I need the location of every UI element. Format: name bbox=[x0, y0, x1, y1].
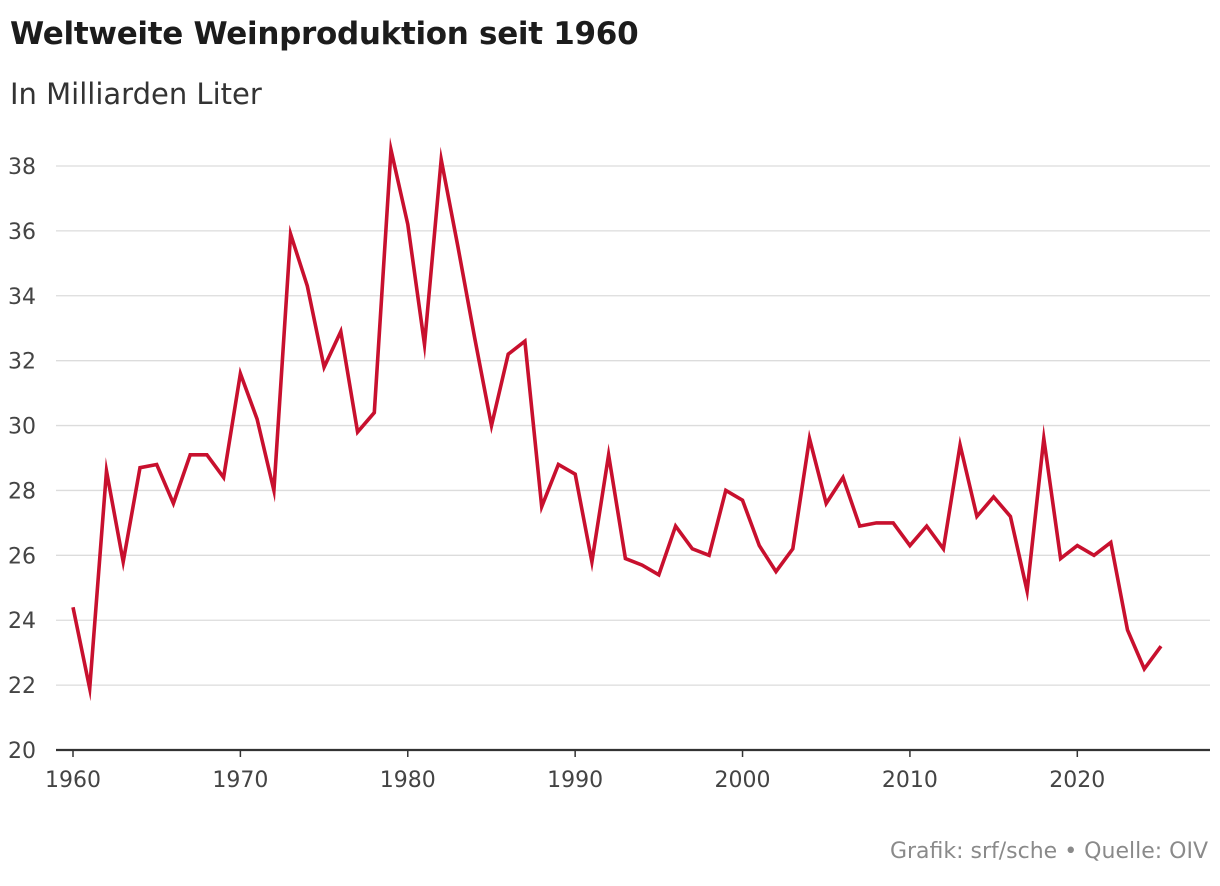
y-tick-label-38: 38 bbox=[8, 155, 36, 180]
x-tick-label-1990: 1990 bbox=[547, 768, 603, 793]
y-tick-label-26: 26 bbox=[8, 544, 36, 569]
y-tick-label-34: 34 bbox=[8, 285, 36, 310]
y-tick-label-32: 32 bbox=[8, 350, 36, 375]
x-tick-label-1970: 1970 bbox=[212, 768, 268, 793]
y-tick-label-22: 22 bbox=[8, 674, 36, 699]
x-tick-label-1980: 1980 bbox=[380, 768, 436, 793]
chart-title: Weltweite Weinproduktion seit 1960 bbox=[10, 16, 639, 52]
y-tick-label-36: 36 bbox=[8, 220, 36, 245]
y-tick-label-20: 20 bbox=[8, 739, 36, 764]
y-tick-label-28: 28 bbox=[8, 479, 36, 504]
source-credit: Grafik: srf/sche • Quelle: OIV bbox=[889, 839, 1208, 864]
series-layer bbox=[71, 137, 1163, 702]
x-tick-label-1960: 1960 bbox=[45, 768, 101, 793]
x-tick-label-2020: 2020 bbox=[1049, 768, 1105, 793]
gridlines bbox=[56, 165, 1210, 686]
x-tick-label-2000: 2000 bbox=[715, 768, 771, 793]
series-line-0 bbox=[71, 137, 1163, 702]
y-tick-label-30: 30 bbox=[8, 415, 36, 440]
y-axis: 20 22 24 26 28 30 32 34 36 38 bbox=[8, 155, 36, 764]
y-tick-label-24: 24 bbox=[8, 609, 36, 634]
x-axis: 1960 1970 1980 1990 2000 2010 2020 bbox=[45, 748, 1210, 793]
x-tick-label-2010: 2010 bbox=[882, 768, 938, 793]
chart-subtitle: In Milliarden Liter bbox=[10, 77, 262, 111]
